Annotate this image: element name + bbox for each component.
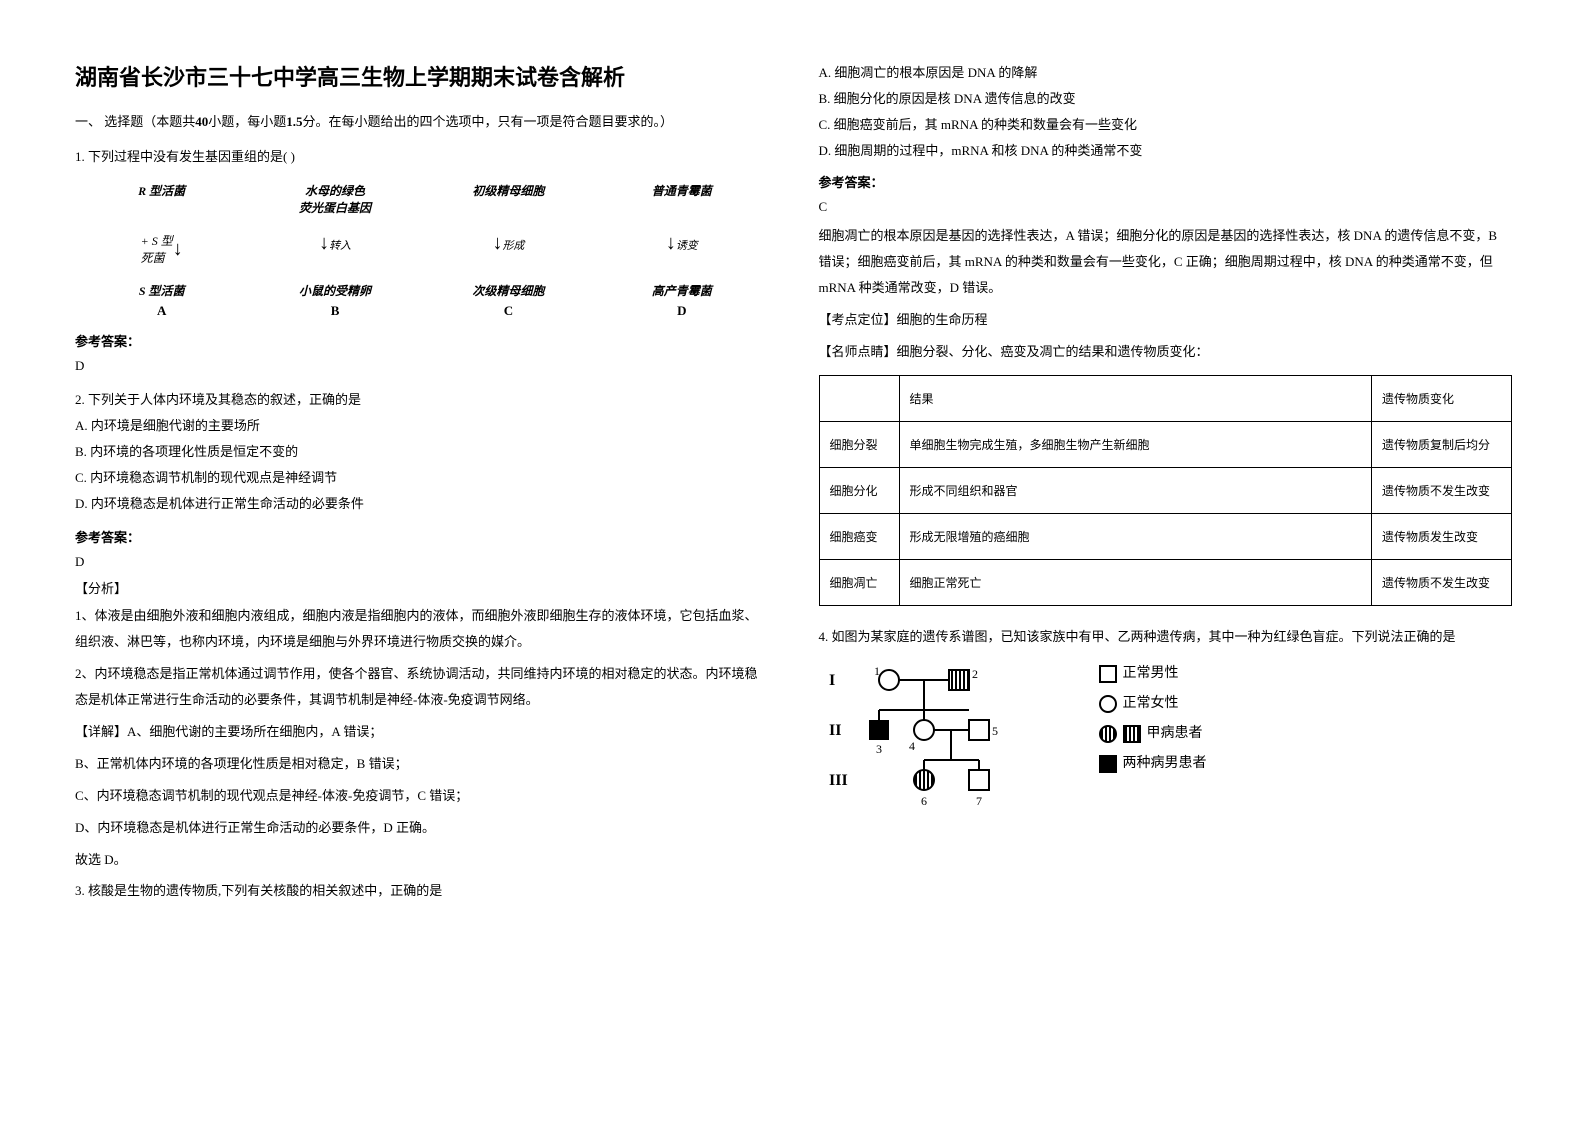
q3-table: 结果 遗传物质变化 细胞分裂 单细胞生物完成生殖，多细胞生物产生新细胞 遗传物质…: [819, 375, 1513, 606]
pedigree-svg: I 1 2 II 3: [819, 660, 1079, 810]
legend-normal-female: 正常女性: [1123, 690, 1179, 718]
question-1: 1. 下列过程中没有发生基因重组的是( ): [75, 145, 769, 170]
q4-pedigree: I 1 2 II 3: [819, 660, 1513, 810]
q3-options: A. 细胞凋亡的根本原因是 DNA 的降解 B. 细胞分化的原因是核 DNA 遗…: [819, 60, 1513, 164]
normal-female-icon: [1099, 695, 1117, 713]
q2-option-b: B. 内环境的各项理化性质是恒定不变的: [75, 439, 769, 465]
table-header-1: 结果: [899, 376, 1372, 422]
table-row: 细胞凋亡 细胞正常死亡 遗传物质不发生改变: [819, 560, 1512, 606]
pedigree-legend: 正常男性 正常女性 甲病患者 两种病男患者: [1099, 660, 1207, 780]
q2-answer-header: 参考答案：: [75, 527, 769, 546]
table-header-2: 遗传物质变化: [1372, 376, 1512, 422]
section-header: 一、 选择题（本题共40小题，每小题1.5分。在每小题给出的四个选项中，只有一项…: [75, 110, 769, 133]
q3-option-c: C. 细胞癌变前后，其 mRNA 的种类和数量会有一些变化: [819, 112, 1513, 138]
svg-text:2: 2: [972, 667, 978, 681]
q2-analysis-2: 2、内环境稳态是指正常机体通过调节作用，使各个器官、系统协调活动，共同维持内环境…: [75, 661, 769, 713]
q2-text: 2. 下列关于人体内环境及其稳态的叙述，正确的是: [75, 388, 769, 413]
q3-option-d: D. 细胞周期的过程中，mRNA 和核 DNA 的种类通常不变: [819, 138, 1513, 164]
svg-text:7: 7: [976, 794, 982, 808]
q2-analysis-label: 【分析】: [75, 578, 769, 597]
table-row: 细胞分裂 单细胞生物完成生殖，多细胞生物产生新细胞 遗传物质复制后均分: [819, 422, 1512, 468]
q2-answer: D: [75, 554, 769, 570]
page-title: 湖南省长沙市三十七中学高三生物上学期期末试卷含解析: [75, 60, 769, 92]
question-4: 4. 如图为某家庭的遗传系谱图，已知该家族中有甲、乙两种遗传病，其中一种为红绿色…: [819, 624, 1513, 650]
legend-normal-male: 正常男性: [1123, 660, 1179, 688]
q1-answer: D: [75, 358, 769, 374]
q3-answer: C: [819, 199, 1513, 215]
q2-option-d: D. 内环境稳态是机体进行正常生命活动的必要条件: [75, 491, 769, 517]
q1-text: 1. 下列过程中没有发生基因重组的是( ): [75, 145, 769, 170]
svg-text:6: 6: [921, 794, 927, 808]
svg-text:III: III: [829, 772, 848, 789]
q1-answer-header: 参考答案：: [75, 331, 769, 350]
q3-explanation: 细胞凋亡的根本原因是基因的选择性表达，A 错误；细胞分化的原因是基因的选择性表达…: [819, 223, 1513, 301]
svg-text:1: 1: [874, 664, 880, 678]
q2-detail-d: D、内环境稳态是机体进行正常生命活动的必要条件，D 正确。: [75, 815, 769, 841]
q2-option-c: C. 内环境稳态调节机制的现代观点是神经调节: [75, 465, 769, 491]
q1-diagram: R 型活菌 水母的绿色 荧光蛋白基因 初级精母细胞 普通青霉菌 + S 型 死菌: [75, 182, 769, 319]
q4-text: 4. 如图为某家庭的遗传系谱图，已知该家族中有甲、乙两种遗传病，其中一种为红绿色…: [819, 624, 1513, 650]
q3-option-b: B. 细胞分化的原因是核 DNA 遗传信息的改变: [819, 86, 1513, 112]
question-3-text: 3. 核酸是生物的遗传物质,下列有关核酸的相关叙述中，正确的是: [75, 879, 769, 904]
legend-both: 两种病男患者: [1123, 750, 1207, 778]
table-header-0: [819, 376, 899, 422]
pedigree-chart: I 1 2 II 3: [819, 660, 1079, 810]
both-icon: [1099, 755, 1117, 773]
table-row: 细胞癌变 形成无限增殖的癌细胞 遗传物质发生改变: [819, 514, 1512, 560]
table-row: 细胞分化 形成不同组织和器官 遗传物质不发生改变: [819, 468, 1512, 514]
svg-text:I: I: [829, 672, 835, 689]
q2-detail-label: 【详解】: [75, 724, 127, 739]
svg-text:II: II: [829, 722, 841, 739]
jia-square-icon: [1123, 725, 1141, 743]
q2-option-a: A. 内环境是细胞代谢的主要场所: [75, 413, 769, 439]
jia-circle-icon: [1099, 725, 1117, 743]
q2-detail-a: A、细胞代谢的主要场所在细胞内，A 错误；: [127, 724, 382, 739]
question-2: 2. 下列关于人体内环境及其稳态的叙述，正确的是 A. 内环境是细胞代谢的主要场…: [75, 388, 769, 517]
q2-analysis-1: 1、体液是由细胞外液和细胞内液组成，细胞内液是指细胞内的液体，而细胞外液即细胞生…: [75, 603, 769, 655]
q3-point-label: 【考点定位】细胞的生命历程: [819, 307, 1513, 333]
svg-text:4: 4: [909, 739, 915, 753]
legend-jia: 甲病患者: [1147, 720, 1203, 748]
q2-detail-b: B、正常机体内环境的各项理化性质是相对稳定，B 错误；: [75, 751, 769, 777]
q3-option-a: A. 细胞凋亡的根本原因是 DNA 的降解: [819, 60, 1513, 86]
normal-male-icon: [1099, 665, 1117, 683]
svg-text:3: 3: [876, 742, 882, 756]
q3-teacher-label: 【名师点睛】细胞分裂、分化、癌变及凋亡的结果和遗传物质变化：: [819, 339, 1513, 365]
q3-answer-header: 参考答案：: [819, 172, 1513, 191]
q2-conclusion: 故选 D。: [75, 847, 769, 873]
svg-text:5: 5: [992, 724, 998, 738]
q2-detail-c: C、内环境稳态调节机制的现代观点是神经-体液-免疫调节，C 错误；: [75, 783, 769, 809]
